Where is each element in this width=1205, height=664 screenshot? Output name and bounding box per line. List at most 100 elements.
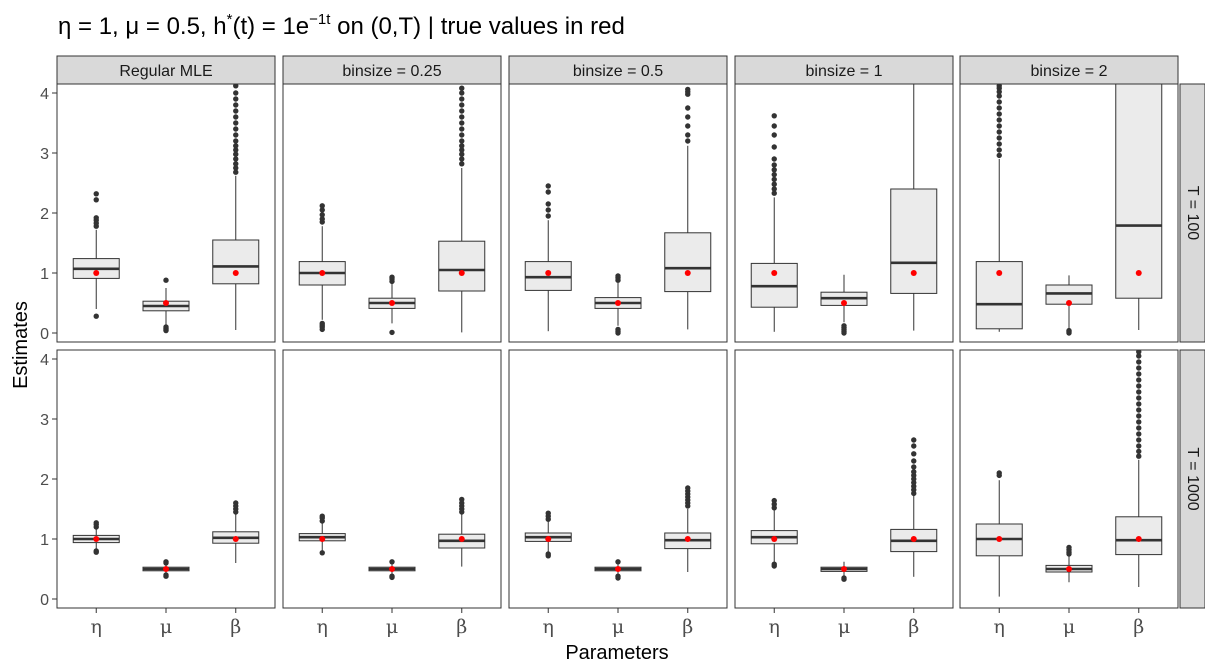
outlier-point-mu — [163, 277, 169, 283]
outlier-point-eta — [771, 176, 777, 183]
box-beta — [212, 239, 260, 285]
outlier-point-beta — [1136, 395, 1142, 401]
outlier-point-eta — [771, 144, 777, 150]
outlier-point-beta — [1136, 437, 1142, 443]
y-tick-label: 2 — [40, 206, 49, 223]
outlier-point-eta — [93, 520, 99, 526]
outlier-point-mu — [841, 575, 847, 581]
outlier-point-eta — [771, 497, 777, 504]
outlier-point-beta — [911, 464, 917, 470]
outlier-point-eta — [996, 99, 1002, 105]
facet-row-strip-1 — [1179, 83, 1205, 343]
true-value-point-eta — [771, 536, 778, 542]
outlier-point-beta — [685, 86, 691, 93]
outlier-point-beta — [233, 120, 239, 126]
true-value-point-mu — [389, 300, 395, 306]
facet-panel-t=1000-3 — [524, 485, 712, 581]
outlier-point-beta — [1136, 401, 1142, 407]
true-value-point-beta — [684, 270, 691, 276]
outlier-point-beta — [1136, 407, 1142, 413]
outlier-point-beta — [911, 451, 917, 457]
outlier-point-beta — [1136, 377, 1142, 383]
outlier-point-beta — [233, 151, 239, 157]
outlier-point-beta — [459, 156, 465, 162]
plot-area: Regular MLE binsize = 0.25 binsize = 0.5 bi… — [40, 55, 1205, 638]
true-value-point-mu — [841, 300, 847, 306]
y-axis-title: Estimates — [10, 301, 32, 389]
outlier-point-beta — [685, 138, 691, 144]
true-value-point-eta — [771, 270, 778, 276]
true-value-point-beta — [684, 536, 691, 542]
outlier-point-beta — [459, 161, 465, 167]
outlier-point-eta — [996, 93, 1002, 99]
outlier-point-beta — [685, 123, 691, 129]
facet-strip-label: Regular MLE — [119, 63, 212, 80]
outlier-point-beta — [233, 126, 239, 132]
y-tick-label: 1 — [40, 532, 49, 549]
outlier-point-eta — [319, 550, 325, 556]
outlier-point-beta — [459, 108, 465, 114]
outlier-point-beta — [233, 102, 239, 108]
true-value-point-beta — [458, 270, 465, 276]
outlier-point-eta — [996, 123, 1002, 129]
outlier-point-eta — [771, 162, 777, 168]
x-tick-label-mu: μ — [386, 616, 398, 638]
true-value-point-beta — [232, 270, 239, 276]
true-value-point-mu — [1066, 566, 1072, 572]
outlier-point-beta — [1136, 353, 1142, 359]
outlier-point-mu — [615, 326, 621, 333]
outlier-point-beta — [233, 114, 239, 120]
panel-border — [56, 83, 276, 343]
outlier-point-eta — [996, 152, 1002, 159]
outlier-point-beta — [459, 96, 465, 102]
true-value-point-eta — [545, 536, 552, 542]
outlier-point-beta — [233, 96, 239, 102]
outlier-point-eta — [771, 123, 777, 129]
outlier-point-beta — [459, 138, 465, 144]
true-value-point-eta — [996, 536, 1003, 542]
facet-strip-4 — [734, 55, 954, 85]
outlier-point-eta — [996, 129, 1002, 135]
outlier-point-mu — [163, 559, 169, 565]
outlier-point-eta — [545, 551, 551, 557]
true-value-point-mu — [163, 300, 169, 306]
chart-title: η = 1, μ = 0.5, h*(t) = 1e−1t on (0,T) |… — [58, 11, 625, 40]
x-tick-label-eta: η — [769, 616, 780, 638]
outlier-point-beta — [459, 151, 465, 157]
facet-strip-1 — [56, 55, 276, 85]
true-value-point-eta — [319, 536, 326, 542]
outlier-point-mu — [163, 572, 169, 578]
x-tick-label-mu: μ — [612, 616, 624, 638]
outlier-point-eta — [771, 186, 777, 192]
facet-panel-t=1000-5 — [975, 350, 1163, 597]
y-tick-label: 3 — [40, 146, 49, 163]
facet-panel-t=1000-4 — [750, 437, 938, 582]
outlier-point-eta — [996, 111, 1002, 117]
facet-panel-t=1000-2 — [298, 496, 486, 581]
outlier-point-eta — [93, 313, 99, 319]
outlier-point-beta — [911, 469, 917, 475]
outlier-point-eta — [996, 84, 1002, 89]
outlier-point-eta — [996, 105, 1002, 111]
outlier-point-beta — [459, 114, 465, 120]
outlier-point-beta — [233, 138, 239, 144]
outlier-point-beta — [233, 132, 239, 138]
outlier-point-eta — [545, 510, 551, 516]
x-tick-label-mu: μ — [838, 616, 850, 638]
true-value-point-mu — [841, 566, 847, 572]
facet-row-strip-label: T = 100 — [1184, 186, 1201, 241]
outlier-point-beta — [1136, 448, 1142, 455]
outlier-point-beta — [233, 90, 239, 96]
facet-strip-3 — [508, 55, 728, 85]
outlier-point-eta — [93, 215, 99, 221]
x-tick-label-beta: β — [908, 616, 919, 638]
outlier-point-eta — [771, 561, 777, 567]
outlier-point-eta — [771, 156, 777, 162]
outlier-point-eta — [319, 216, 325, 222]
outlier-point-beta — [459, 120, 465, 126]
outlier-point-beta — [459, 126, 465, 132]
facet-strip-label: binsize = 0.25 — [342, 63, 441, 80]
outlier-point-beta — [1136, 419, 1142, 425]
outlier-point-eta — [545, 207, 551, 213]
